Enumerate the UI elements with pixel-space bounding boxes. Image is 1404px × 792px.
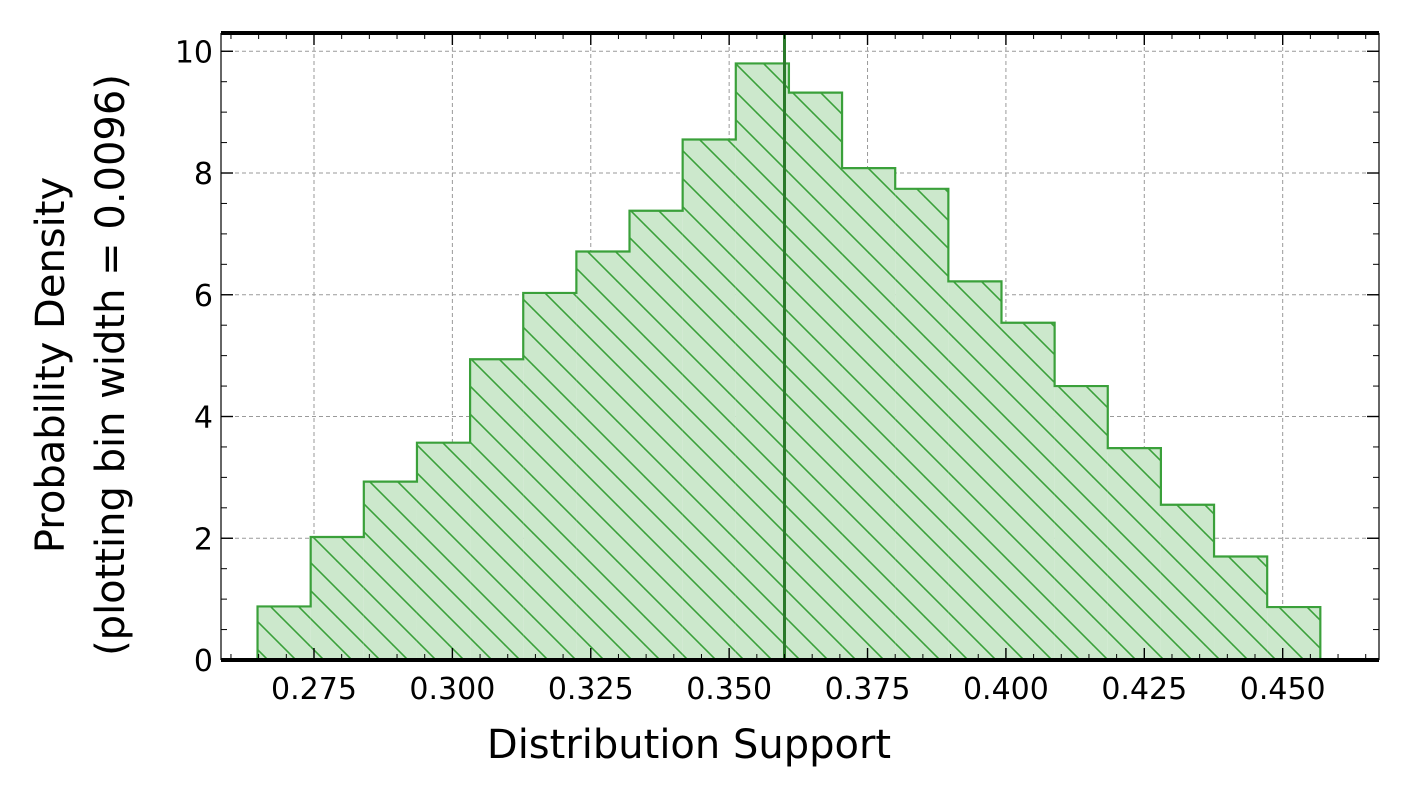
y-axis-label-line2: (plotting bin width = 0.0096) [88, 74, 134, 656]
histogram-bar-hatch-0 [257, 606, 311, 660]
histogram-bar-hatch-1 [310, 537, 364, 660]
histogram-bar-hatch-11 [842, 168, 896, 660]
y-tick-label-1: 2 [194, 522, 213, 557]
x-tick-label-1: 0.300 [409, 672, 495, 707]
y-axis-label-line1: Probability Density [28, 177, 74, 553]
axis-ticks [221, 33, 1379, 661]
histogram-bar-hatch-10 [788, 92, 843, 660]
tick-labels: 0.275 0.300 0.325 0.350 0.375 0.400 0.425 0.450… [175, 35, 1326, 707]
y-tick-label-0: 0 [194, 644, 213, 679]
histogram-bar-hatch-9 [735, 63, 789, 661]
histogram-outline [256, 62, 1322, 660]
y-tick-label-3: 6 [194, 279, 213, 314]
x-tick-label-3: 0.350 [686, 672, 772, 707]
histogram-bar-hatch-18 [1214, 556, 1268, 660]
histogram-bar-hatch-2 [363, 481, 417, 660]
histogram-bar-hatch-16 [1107, 448, 1161, 660]
y-axis-label: Probability Density (plotting bin width … [28, 74, 134, 656]
x-tick-label-4: 0.375 [825, 672, 911, 707]
x-tick-label-0: 0.275 [271, 672, 357, 707]
plot-frame [220, 31, 1380, 662]
histogram-bar-hatch-12 [895, 188, 949, 660]
histogram-bar-hatch-13 [948, 281, 1002, 660]
histogram-bar-hatch-19 [1267, 607, 1321, 660]
histogram-bar-hatch-7 [629, 210, 683, 660]
x-tick-label-2: 0.325 [548, 672, 634, 707]
x-tick-label-7: 0.450 [1240, 672, 1326, 707]
histogram-bar-hatch-15 [1054, 386, 1108, 660]
histogram-bar-hatch-4 [470, 359, 524, 660]
y-tick-label-2: 4 [194, 401, 213, 436]
histogram-bar-hatch-14 [1001, 322, 1055, 660]
y-tick-label-4: 8 [194, 157, 213, 192]
histogram-bar-hatch-3 [416, 442, 471, 660]
y-tick-label-5: 10 [175, 35, 213, 70]
x-axis-label: Distribution Support [487, 722, 891, 768]
histogram-bar-hatch-17 [1160, 504, 1215, 660]
x-tick-label-6: 0.425 [1101, 672, 1187, 707]
x-tick-label-5: 0.400 [963, 672, 1049, 707]
histogram-bars [256, 62, 1322, 661]
histogram-bar-hatch-5 [523, 292, 577, 660]
histogram-bar-hatch-8 [682, 139, 736, 661]
histogram-bar-hatch-6 [576, 251, 630, 660]
